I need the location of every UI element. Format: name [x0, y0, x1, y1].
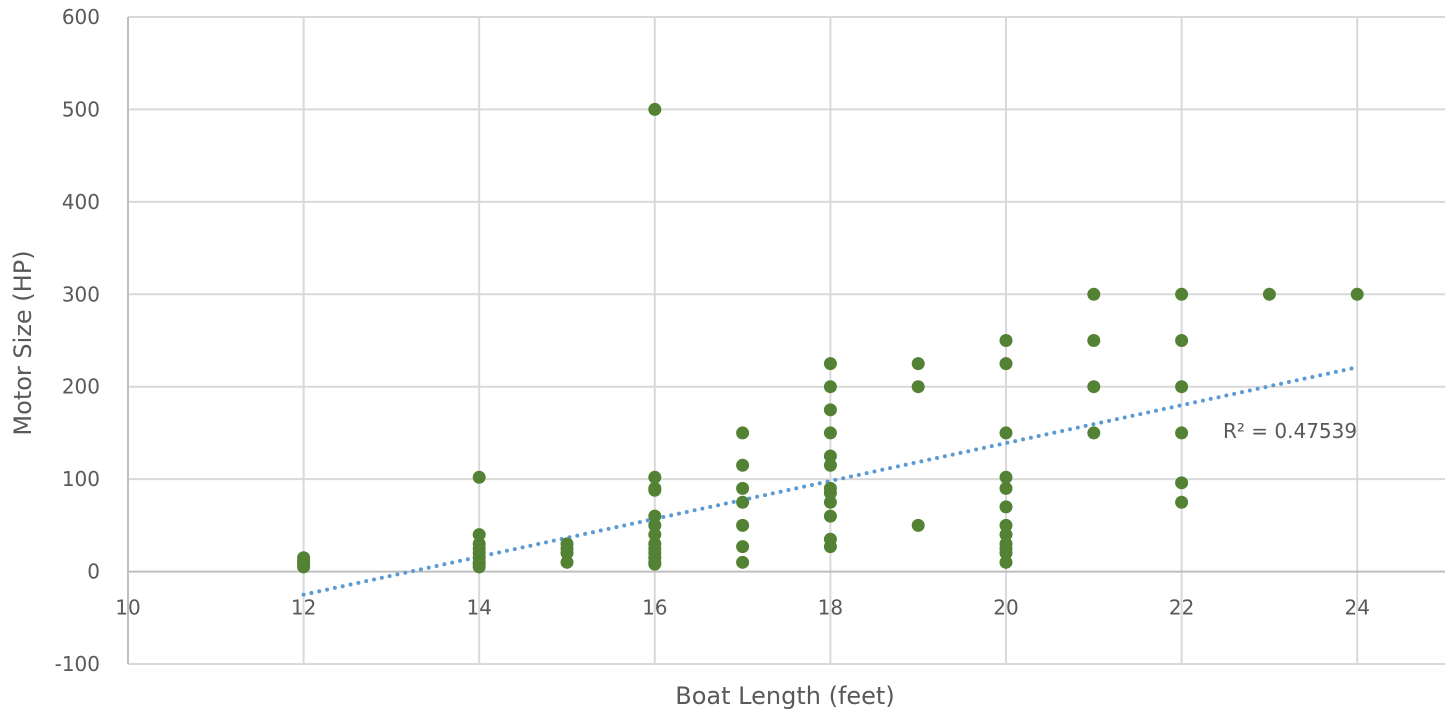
data-point: [648, 481, 662, 495]
data-point: [999, 357, 1013, 371]
data-point: [736, 555, 750, 569]
data-point: [999, 470, 1013, 484]
data-point: [823, 458, 837, 472]
data-point: [736, 458, 750, 472]
x-tick-label: 24: [1344, 596, 1369, 620]
data-point: [999, 528, 1013, 542]
y-tick-label: 400: [62, 190, 100, 214]
data-point: [999, 481, 1013, 495]
data-point: [736, 518, 750, 532]
y-tick-label: 200: [62, 375, 100, 399]
data-point: [648, 470, 662, 484]
data-point: [1175, 426, 1189, 440]
data-point: [648, 509, 662, 523]
data-point: [648, 528, 662, 542]
data-point: [823, 481, 837, 495]
data-point: [736, 540, 750, 554]
data-point: [1087, 426, 1101, 440]
data-point: [911, 357, 925, 371]
data-point: [911, 380, 925, 394]
data-point: [911, 518, 925, 532]
x-tick-label: 16: [642, 596, 667, 620]
data-point: [736, 481, 750, 495]
data-point: [823, 357, 837, 371]
data-points: [297, 102, 1364, 574]
y-tick-label: 300: [62, 282, 100, 306]
data-point: [999, 537, 1013, 551]
data-point: [1262, 287, 1276, 301]
x-axis-title: Boat Length (feet): [675, 682, 894, 710]
data-point: [1175, 287, 1189, 301]
y-axis-title: Motor Size (HP): [9, 250, 37, 435]
data-point: [999, 334, 1013, 347]
y-tick-labels: 600 500 400 300 200 100 0 -100: [55, 5, 100, 676]
data-point: [823, 426, 837, 440]
data-point: [823, 495, 837, 509]
x-tick-label: 22: [1169, 596, 1194, 620]
data-point: [736, 426, 750, 440]
y-tick-label: -100: [55, 652, 100, 676]
data-point: [823, 403, 837, 417]
data-point: [1175, 495, 1189, 509]
data-point: [1175, 334, 1189, 347]
data-point: [1175, 476, 1189, 490]
data-point: [999, 426, 1013, 440]
data-point: [648, 537, 662, 551]
data-point: [736, 495, 750, 509]
data-point: [823, 380, 837, 394]
data-point: [472, 537, 486, 551]
data-point: [560, 555, 574, 569]
r-squared-label: R² = 0.47539: [1223, 419, 1357, 443]
data-point: [1087, 287, 1101, 301]
y-tick-label: 500: [62, 97, 100, 121]
axes: [127, 17, 1445, 664]
y-tick-label: 0: [87, 560, 100, 584]
data-point: [1087, 380, 1101, 394]
data-point: [648, 102, 662, 116]
data-point: [823, 509, 837, 523]
x-tick-label: 12: [291, 596, 316, 620]
data-point: [1350, 287, 1364, 301]
data-point: [297, 551, 311, 565]
vertical-gridlines: [302, 17, 1359, 664]
data-point: [999, 500, 1013, 514]
horizontal-gridlines: [128, 16, 1445, 665]
x-tick-label: 10: [115, 596, 140, 620]
data-point: [1175, 380, 1189, 394]
x-tick-labels: 10 12 14 16 18 20 22 24: [115, 596, 1370, 620]
x-tick-label: 14: [466, 596, 491, 620]
data-point: [560, 537, 574, 551]
data-point: [648, 518, 662, 532]
data-point: [999, 518, 1013, 532]
data-point: [472, 528, 486, 542]
x-tick-label: 18: [818, 596, 843, 620]
y-tick-label: 100: [62, 467, 100, 491]
x-tick-label: 20: [993, 596, 1018, 620]
data-point: [823, 449, 837, 463]
y-tick-label: 600: [62, 5, 100, 29]
data-point: [1087, 334, 1101, 347]
data-point: [999, 555, 1013, 569]
data-point: [472, 470, 486, 484]
data-point: [823, 532, 837, 546]
